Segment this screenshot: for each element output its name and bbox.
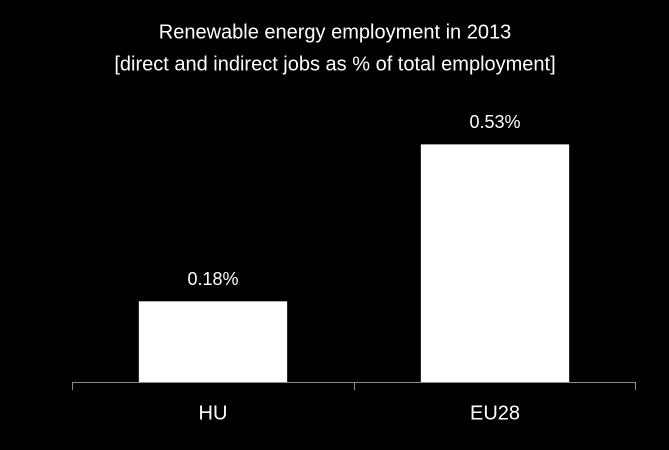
bar [138, 301, 288, 382]
chart-subtitle: [direct and indirect jobs as % of total … [114, 53, 555, 75]
x-tick-label: HU [199, 402, 228, 424]
data-label: 0.18% [187, 269, 238, 289]
data-label: 0.53% [469, 112, 520, 132]
bar [420, 144, 570, 382]
x-tick-label: EU28 [470, 402, 520, 424]
chart-title: Renewable energy employment in 2013 [159, 21, 511, 43]
